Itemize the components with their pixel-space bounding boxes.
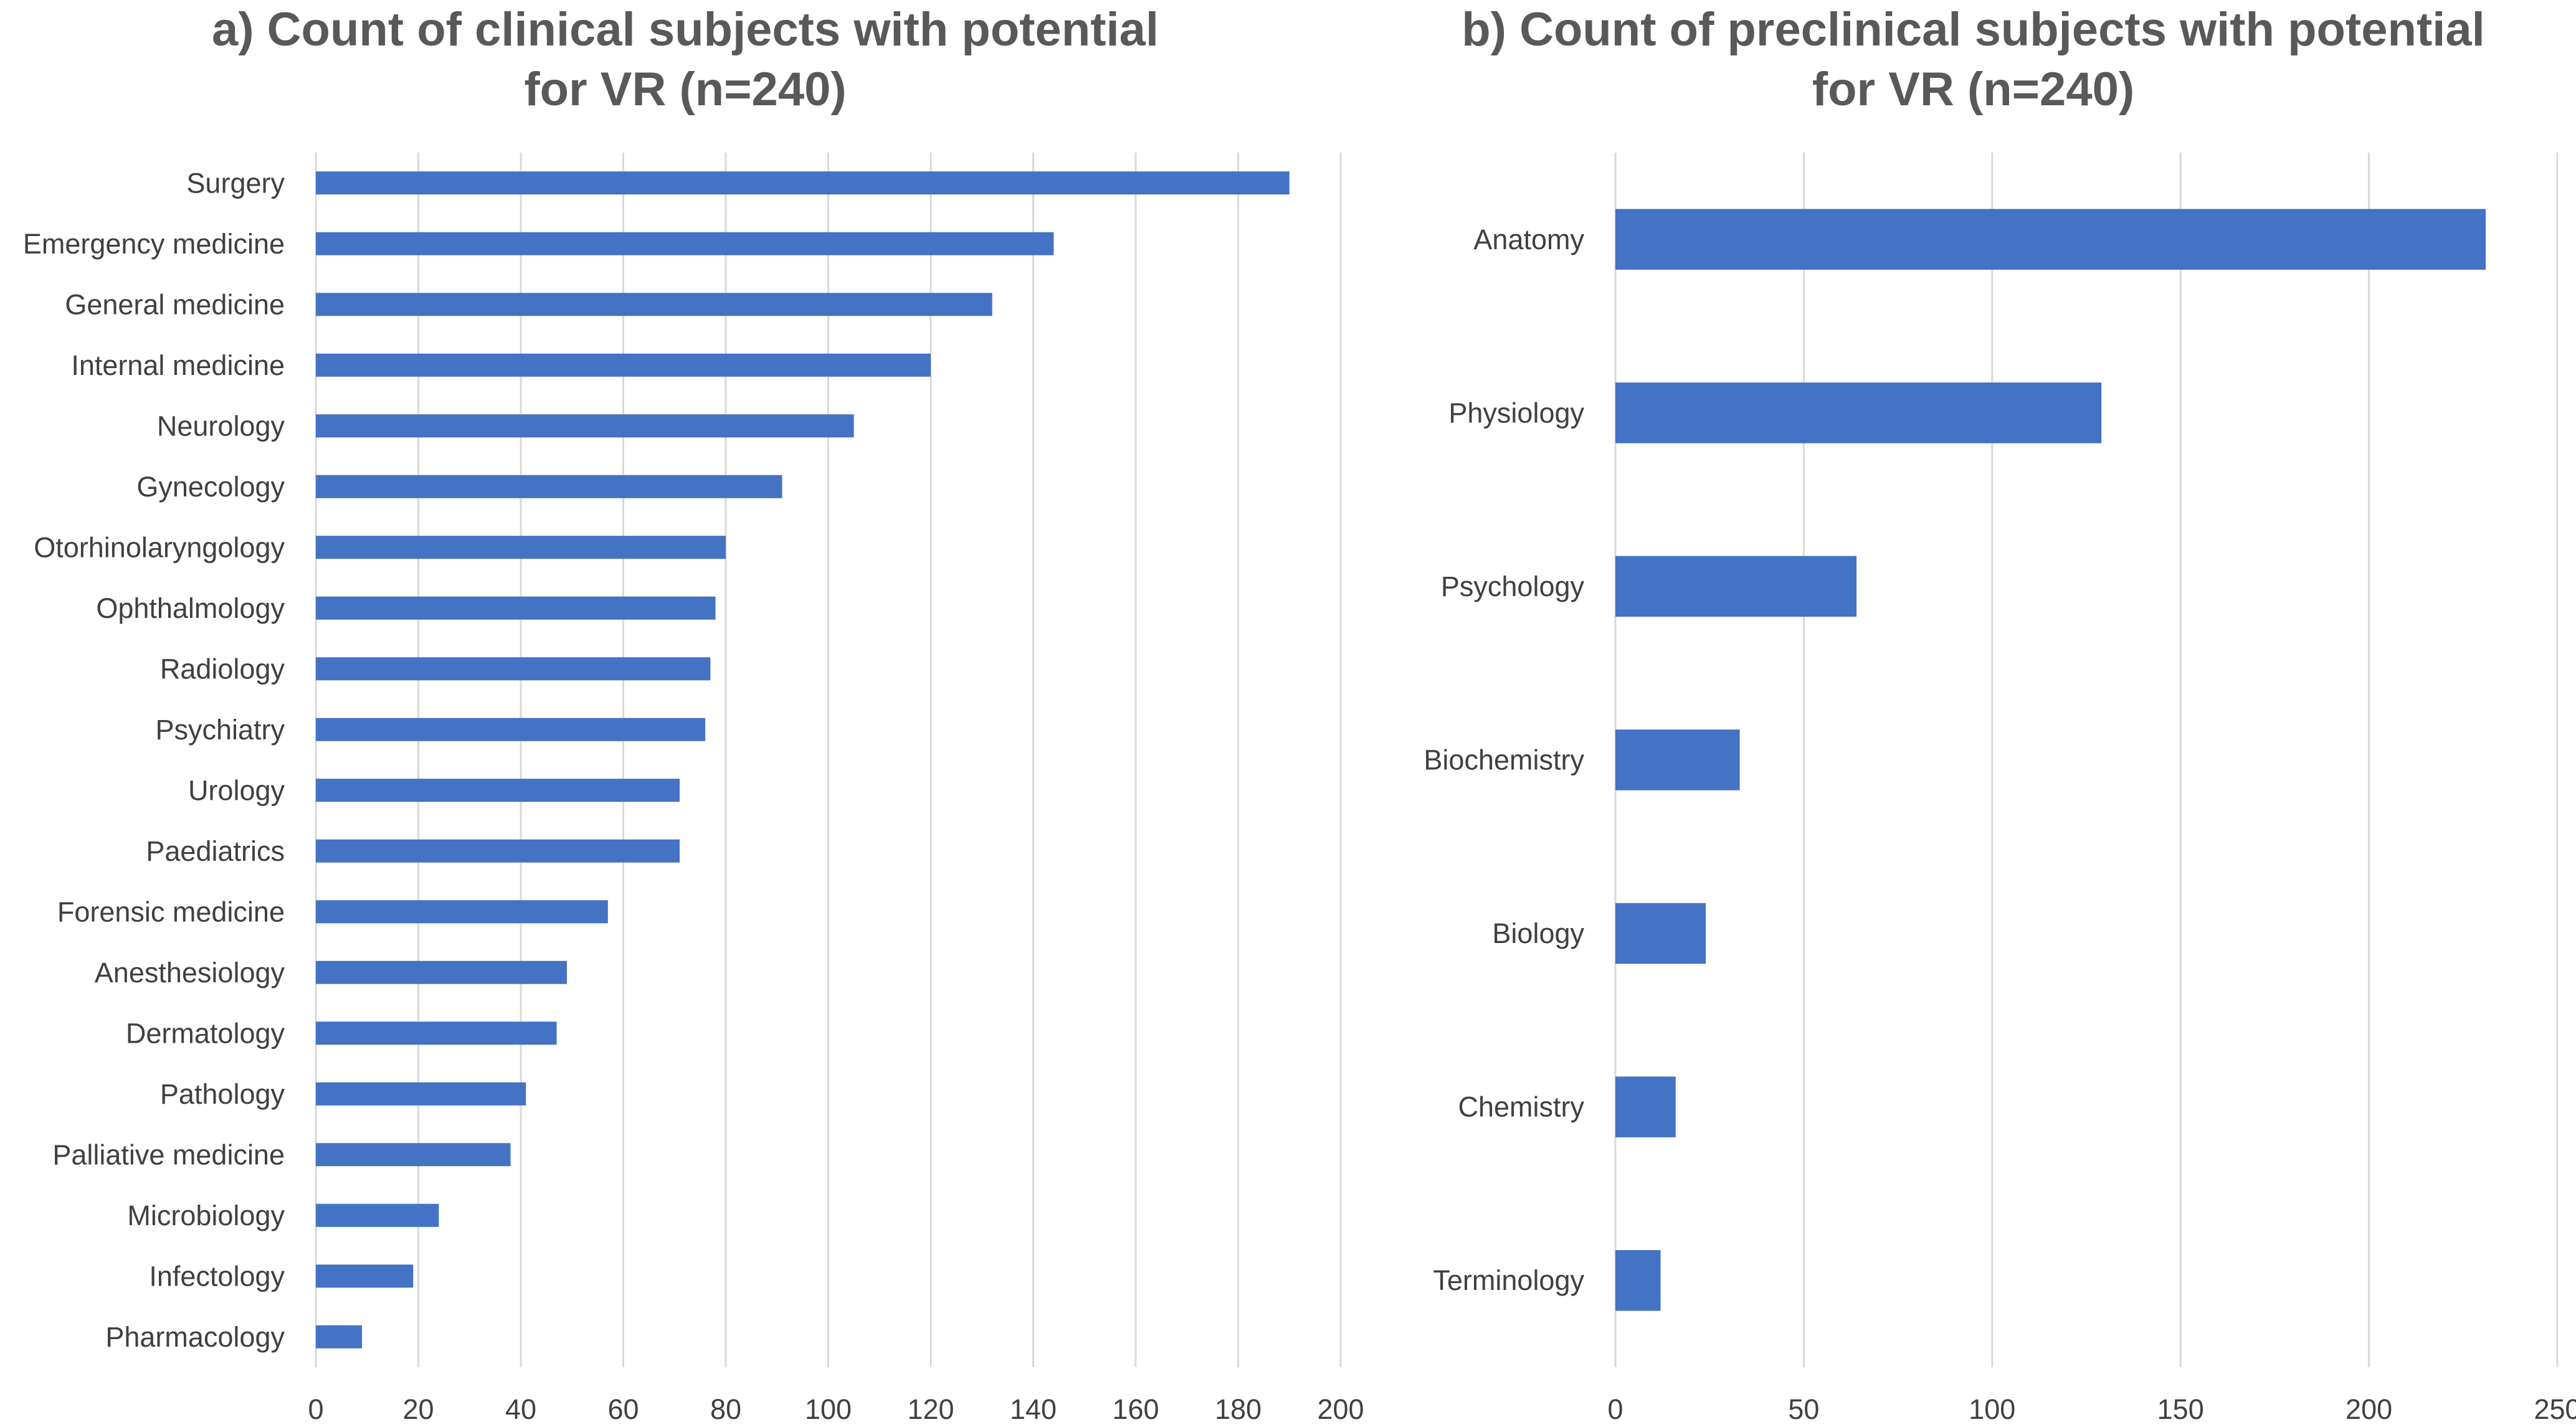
preclinical-chart-title-line-2: for VR (n=240) [1812, 63, 2135, 116]
clinical-bar [316, 900, 608, 924]
clinical-bar [316, 1203, 439, 1227]
clinical-x-tick-label: 20 [402, 1393, 434, 1425]
clinical-category-label: Anesthesiology [95, 957, 285, 988]
clinical-category-label: Paediatrics [146, 835, 285, 867]
clinical-category-label: Forensic medicine [57, 896, 285, 927]
preclinical-category-label: Psychology [1441, 571, 1585, 602]
clinical-bar [316, 839, 680, 863]
clinical-category-label: Psychiatry [155, 714, 285, 746]
clinical-x-tick-label: 60 [607, 1393, 639, 1425]
preclinical-chart-title: b) Count of preclinical subjects with po… [1371, 0, 2576, 120]
clinical-category-label: Surgery [186, 167, 285, 199]
preclinical-category-label: Chemistry [1458, 1091, 1584, 1123]
clinical-chart-svg: 0 20 40 60 80 100 120 140 160 180 200 Surgery Emerge… [23, 153, 1364, 1425]
preclinical-bar [1615, 556, 1857, 617]
preclinical-bar [1615, 382, 2102, 443]
clinical-category-label: Ophthalmology [96, 592, 285, 624]
clinical-bar [316, 1022, 557, 1045]
clinical-category-label: Microbiology [127, 1200, 285, 1231]
clinical-category-label: Dermatology [126, 1017, 285, 1049]
clinical-bar [316, 1325, 363, 1349]
clinical-category-label: Gynecology [136, 471, 285, 503]
clinical-bar [316, 779, 680, 802]
clinical-category-label: Emergency medicine [23, 228, 285, 260]
clinical-bar [316, 1082, 526, 1106]
clinical-x-tick-label: 120 [907, 1393, 954, 1425]
clinical-x-tick-label: 200 [1317, 1393, 1364, 1425]
clinical-bar [316, 536, 726, 559]
clinical-x-tick-label: 40 [505, 1393, 536, 1425]
preclinical-bar [1615, 1076, 1676, 1137]
preclinical-x-tick-label: 200 [2345, 1393, 2392, 1425]
clinical-chart-title-line-1: a) Count of clinical subjects with poten… [211, 3, 1159, 56]
clinical-bar [316, 414, 854, 438]
clinical-bar [316, 232, 1054, 255]
clinical-chart-title-line-2: for VR (n=240) [524, 63, 847, 116]
clinical-category-label: Otorhinolaryngology [34, 531, 285, 563]
clinical-category-label: Urology [188, 774, 285, 806]
clinical-bar [316, 1264, 414, 1288]
clinical-chart-panel: a) Count of clinical subjects with poten… [0, 0, 1371, 1425]
clinical-category-label: Pharmacology [105, 1321, 285, 1353]
preclinical-category-label: Biochemistry [1423, 744, 1584, 776]
clinical-x-tick-label: 0 [308, 1393, 323, 1425]
clinical-category-label: Radiology [160, 653, 285, 685]
clinical-bar [316, 657, 711, 681]
clinical-category-label: Palliative medicine [52, 1139, 285, 1170]
clinical-x-tick-label: 160 [1112, 1393, 1159, 1425]
clinical-bar [316, 718, 706, 741]
preclinical-category-label: Anatomy [1473, 224, 1584, 255]
clinical-x-tick-label: 80 [710, 1393, 741, 1425]
clinical-x-tick-label: 180 [1215, 1393, 1262, 1425]
preclinical-bar [1615, 1249, 1661, 1311]
clinical-x-tick-label: 140 [1010, 1393, 1057, 1425]
preclinical-category-label: Biology [1492, 917, 1584, 949]
clinical-bar [316, 293, 992, 316]
clinical-bar [316, 1143, 511, 1167]
clinical-category-label: Infectology [149, 1260, 285, 1292]
preclinical-x-tick-label: 150 [2157, 1393, 2204, 1425]
clinical-bar [316, 960, 568, 984]
clinical-category-label: Internal medicine [71, 349, 285, 381]
preclinical-category-label: Terminology [1433, 1264, 1584, 1296]
preclinical-chart-panel: b) Count of preclinical subjects with po… [1371, 0, 2576, 1427]
clinical-bar [316, 475, 782, 498]
preclinical-x-tick-label: 250 [2534, 1393, 2576, 1425]
clinical-category-label: Pathology [160, 1078, 285, 1110]
preclinical-chart-svg: 0 50 100 150 200 250 Anatomy Physiology Psycholo… [1423, 153, 2576, 1425]
clinical-bar [316, 353, 931, 377]
preclinical-category-label: Physiology [1448, 397, 1584, 429]
clinical-category-label: Neurology [157, 410, 285, 442]
preclinical-bar [1615, 729, 1740, 790]
preclinical-x-tick-label: 50 [1788, 1393, 1819, 1425]
preclinical-x-tick-label: 0 [1607, 1393, 1623, 1425]
clinical-bar [316, 171, 1290, 195]
preclinical-bar [1615, 903, 1706, 964]
clinical-x-tick-label: 100 [805, 1393, 852, 1425]
clinical-category-label: General medicine [65, 288, 285, 320]
preclinical-bar [1615, 209, 2486, 270]
clinical-chart-title: a) Count of clinical subjects with poten… [0, 0, 1371, 120]
preclinical-chart-title-line-1: b) Count of preclinical subjects with po… [1461, 3, 2485, 56]
preclinical-x-tick-label: 100 [1969, 1393, 2015, 1425]
clinical-bar [316, 596, 716, 620]
